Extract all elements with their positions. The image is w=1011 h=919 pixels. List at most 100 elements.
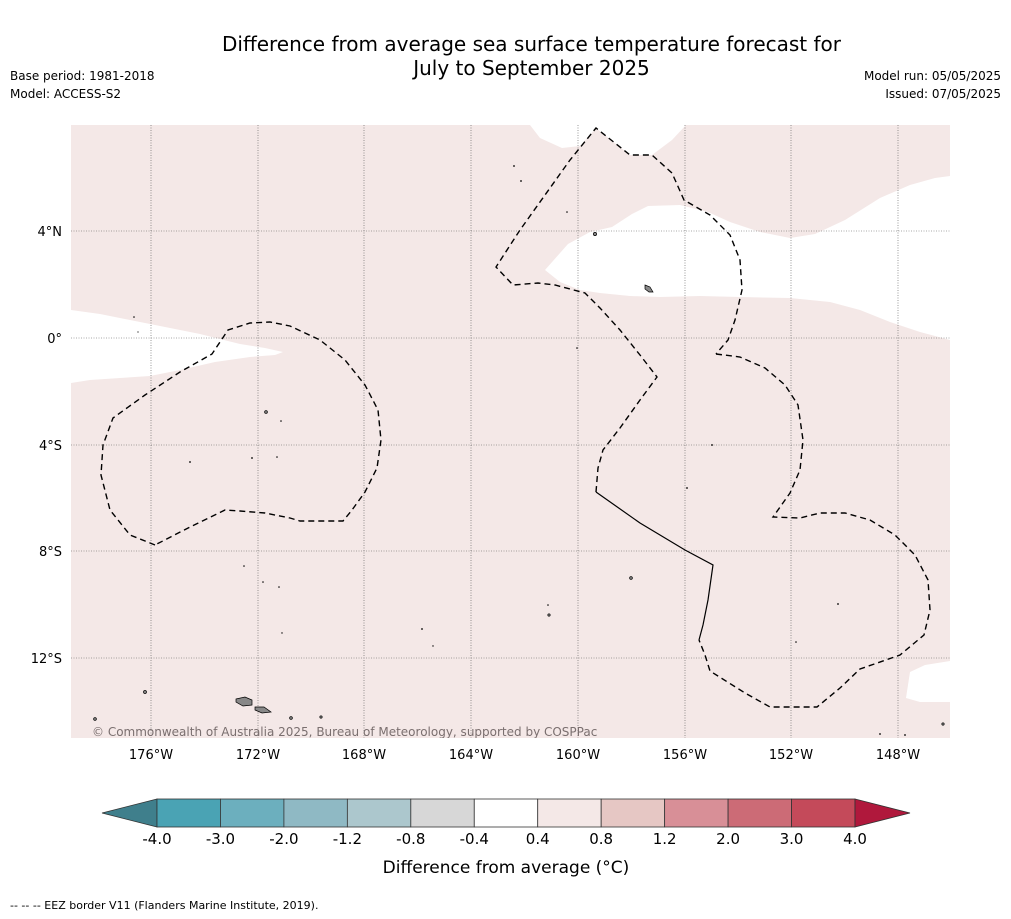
colorbar-tick-label: -0.4	[460, 830, 489, 848]
colorbar-cell	[664, 798, 729, 828]
islet	[133, 316, 135, 318]
colorbar-cell	[537, 798, 602, 828]
atoll-3	[143, 690, 147, 694]
islands	[93, 232, 945, 726]
lon-label-156w: 156°W	[663, 748, 707, 763]
samoa-island-1	[235, 696, 253, 707]
atoll-6	[319, 715, 323, 719]
islet	[686, 487, 688, 489]
colorbar-cell	[473, 798, 539, 828]
title-line-2: July to September 2025	[413, 56, 650, 80]
colorbar-cell	[220, 798, 285, 828]
lat-label-0: 0°	[47, 332, 62, 347]
title-line-1: Difference from average sea surface temp…	[221, 32, 841, 56]
neutral-region-north	[530, 125, 686, 155]
lat-label-4s: 4°S	[39, 439, 62, 454]
colorbar-cell	[727, 798, 792, 828]
colorbar-tick-label: 3.0	[780, 830, 804, 848]
islet	[566, 211, 568, 213]
islet	[281, 632, 283, 634]
islet	[421, 628, 423, 630]
lat-label-12s: 12°S	[31, 652, 62, 667]
islet	[711, 444, 713, 446]
atoll-9	[941, 722, 945, 726]
atoll-4	[93, 717, 97, 721]
colorbar: -4.0 -3.0 -2.0 -1.2 -0.8 -0.4 0.4 0.8 1.2 2.0 3.0 4…	[101, 798, 911, 878]
colorbar-tick-label: 0.4	[526, 830, 550, 848]
neutral-region-central	[545, 176, 950, 340]
islet	[513, 165, 515, 167]
chart-title: Difference from average sea surface temp…	[0, 32, 1011, 80]
atoll-kiribati	[644, 284, 654, 293]
eez-border-central	[495, 127, 743, 493]
lon-label-164w: 164°W	[449, 748, 493, 763]
atoll-8	[547, 613, 551, 617]
colorbar-cell	[283, 798, 348, 828]
lon-label-176w: 176°W	[129, 748, 173, 763]
latitude-axis: 4°N 0° 4°S 8°S 12°S	[31, 225, 62, 667]
eez-border-east	[698, 353, 931, 708]
colorbar-cell	[600, 798, 666, 828]
islet	[879, 733, 881, 735]
islet	[432, 645, 434, 647]
warm-anomaly-region	[71, 125, 950, 738]
islet	[278, 586, 280, 588]
islet	[189, 461, 191, 463]
base-period-label: Base period: 1981-2018	[10, 69, 155, 83]
neutral-region-west	[71, 310, 283, 383]
islet	[262, 581, 264, 583]
samoa-island-2	[254, 706, 272, 714]
colorbar-cell	[346, 798, 412, 828]
islet	[280, 420, 282, 422]
colorbar-cells	[156, 798, 856, 828]
eez-borders	[100, 127, 931, 708]
colorbar-cell	[156, 798, 221, 828]
longitude-axis: 176°W 172°W 168°W 164°W 160°W 156°W 152°…	[129, 748, 920, 763]
islet	[137, 331, 139, 333]
lat-label-4n: 4°N	[38, 225, 63, 240]
model-run-label: Model run: 05/05/2025	[863, 69, 1001, 83]
metadata-left: Base period: 1981-2018 Model: ACCESS-S2	[10, 67, 155, 103]
colorbar-tick-label: 2.0	[716, 830, 740, 848]
lon-label-152w: 152°W	[769, 748, 813, 763]
islet	[576, 347, 578, 349]
lon-label-168w: 168°W	[342, 748, 386, 763]
lat-label-8s: 8°S	[39, 545, 62, 560]
colorbar-tick-label: -2.0	[269, 830, 298, 848]
eez-footnote: -- -- -- EEZ border V11 (Flanders Marine…	[10, 899, 319, 912]
colorbar-cell	[791, 798, 856, 828]
colorbar-tick-label: -1.2	[333, 830, 362, 848]
colorbar-tick-label: -3.0	[206, 830, 235, 848]
atoll-2	[264, 410, 268, 414]
atoll-7	[629, 576, 633, 580]
lon-label-148w: 148°W	[876, 748, 920, 763]
islet	[837, 603, 839, 605]
colorbar-tick-label: 0.8	[589, 830, 613, 848]
colorbar-tick-labels: -4.0 -3.0 -2.0 -1.2 -0.8 -0.4 0.4 0.8 1.2 2.0 3.0 4…	[142, 830, 867, 848]
islet	[520, 180, 522, 182]
colorbar-tick-label: 1.2	[653, 830, 677, 848]
colorbar-tick-label: -0.8	[396, 830, 425, 848]
issued-label: Issued: 07/05/2025	[885, 87, 1001, 101]
colorbar-label: Difference from average (°C)	[383, 858, 630, 878]
atoll-5	[289, 716, 293, 720]
colorbar-extend-high	[854, 798, 911, 828]
eez-border-cook-islands	[595, 491, 714, 641]
colorbar-tick-label: 4.0	[843, 830, 867, 848]
islet	[276, 456, 278, 458]
graticule	[71, 125, 950, 738]
eez-border-west	[100, 321, 382, 546]
model-label: Model: ACCESS-S2	[10, 87, 122, 101]
lon-label-160w: 160°W	[556, 748, 600, 763]
metadata-right: Model run: 05/05/2025 Issued: 07/05/2025	[864, 67, 1001, 103]
islet	[795, 641, 797, 643]
islet	[904, 734, 906, 736]
anomaly-field: © Commonwealth of Australia 2025, Bureau…	[71, 125, 950, 739]
lon-label-172w: 172°W	[236, 748, 280, 763]
colorbar-extend-low	[101, 798, 158, 828]
islet	[251, 457, 253, 459]
copyright-notice: © Commonwealth of Australia 2025, Bureau…	[92, 725, 597, 739]
islet	[243, 565, 245, 567]
islet	[547, 604, 549, 606]
